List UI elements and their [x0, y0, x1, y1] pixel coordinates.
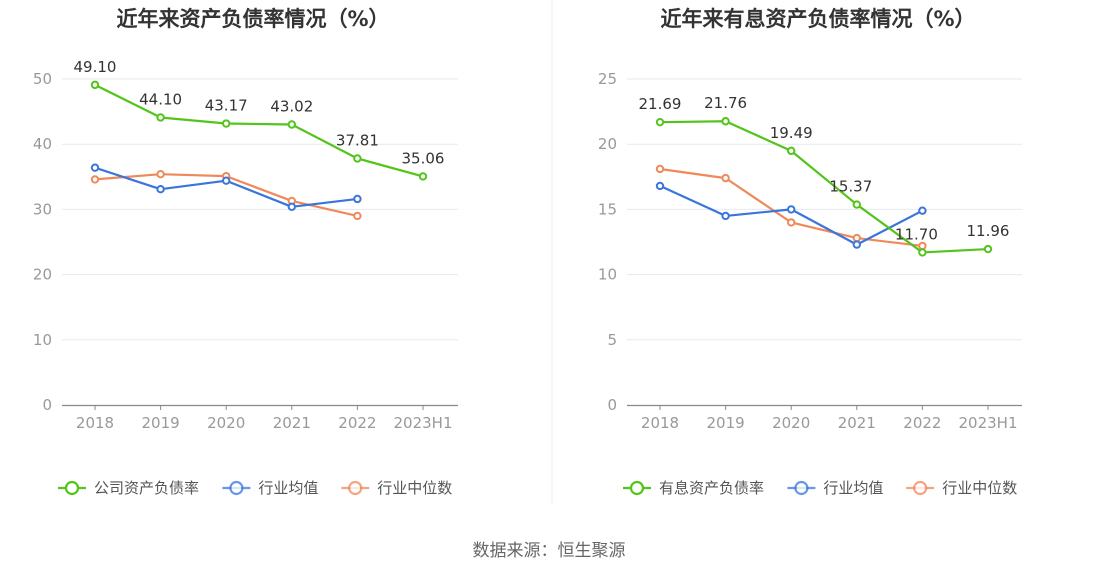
right-chart-panel: 近年来有息资产负债率情况（%） 0 5 10 15 20 25 2018 2019 2020 202… — [598, 7, 1022, 497]
chart-title: 近年来有息资产负债率情况（%） — [660, 7, 975, 31]
y-tick-label: 10 — [598, 266, 617, 284]
y-tick-label: 20 — [598, 135, 617, 153]
data-point — [787, 205, 796, 214]
y-tick-label: 30 — [33, 200, 52, 218]
data-label: 35.06 — [402, 149, 445, 167]
chart-title: 近年来资产负债率情况（%） — [116, 7, 389, 31]
data-point — [353, 194, 362, 204]
data-label: 21.69 — [639, 95, 682, 113]
x-tick-label: 2020 — [207, 414, 245, 432]
data-point — [721, 211, 730, 221]
data-point — [852, 240, 861, 249]
data-point — [90, 163, 100, 172]
x-tick-label: 2022 — [903, 414, 941, 432]
legend-swatch-marker — [64, 480, 80, 496]
legend-swatch-marker — [629, 480, 645, 496]
legend-swatch-marker — [794, 480, 809, 496]
data-label: 44.10 — [139, 90, 182, 108]
series-line — [94, 83, 424, 178]
data-point — [222, 119, 231, 128]
data-point — [90, 80, 100, 90]
x-tick-label: 2023H1 — [959, 414, 1018, 432]
y-tick-label: 5 — [607, 331, 617, 349]
legend-swatch-marker — [913, 480, 928, 496]
data-point — [222, 176, 231, 185]
x-tick-label: 2021 — [838, 414, 876, 432]
data-point — [287, 120, 296, 129]
data-point — [918, 248, 927, 257]
data-label: 19.49 — [770, 124, 813, 142]
y-tick-label: 40 — [33, 135, 52, 153]
y-tick-label: 0 — [42, 396, 52, 414]
data-point — [156, 113, 165, 122]
x-tick-label: 2022 — [338, 414, 376, 432]
x-tick-label: 2021 — [273, 414, 311, 432]
data-point — [721, 117, 730, 126]
x-tick-label: 2020 — [772, 414, 810, 432]
data-label: 43.02 — [270, 98, 313, 116]
data-point — [787, 146, 796, 156]
x-tick-label: 2018 — [641, 414, 679, 432]
data-point — [918, 206, 927, 215]
series-line — [659, 120, 989, 254]
legend-label: 有息资产负债率 — [659, 479, 764, 497]
y-tick-label: 20 — [33, 266, 52, 284]
data-point — [156, 169, 165, 179]
data-point — [655, 181, 665, 191]
data-label: 11.70 — [895, 225, 938, 243]
data-point — [353, 211, 362, 221]
y-tick-label: 50 — [33, 70, 52, 88]
legend-swatch-marker — [229, 480, 244, 496]
data-label: 37.81 — [336, 131, 379, 149]
data-source-note: 数据来源：恒生聚源 — [473, 541, 626, 561]
legend-label: 行业均值 — [823, 479, 883, 497]
data-point — [655, 117, 665, 127]
x-tick-label: 2019 — [142, 414, 180, 432]
legend-label: 公司资产负债率 — [94, 479, 199, 497]
data-point — [852, 233, 861, 243]
series-line — [659, 184, 923, 246]
data-label: 15.37 — [829, 178, 872, 196]
legend-label: 行业均值 — [258, 479, 318, 497]
y-tick-label: 25 — [598, 70, 617, 88]
y-tick-label: 15 — [598, 200, 617, 218]
data-point — [721, 173, 730, 183]
data-point — [353, 154, 362, 163]
y-tick-label: 10 — [33, 331, 52, 349]
data-label: 49.10 — [74, 58, 117, 76]
data-point — [983, 244, 993, 254]
y-tick-label: 0 — [607, 396, 617, 414]
data-point — [655, 164, 665, 174]
data-label: 43.17 — [205, 97, 248, 115]
x-tick-label: 2018 — [76, 414, 114, 432]
left-chart-panel: 近年来资产负债率情况（%） 0 10 20 30 40 50 2018 2019 2020 2021… — [33, 7, 458, 497]
data-point — [287, 202, 296, 211]
data-point — [852, 200, 861, 209]
legend-swatch-marker — [348, 480, 363, 496]
legend-label: 行业中位数 — [942, 479, 1017, 497]
data-point — [90, 175, 100, 184]
legend-label: 行业中位数 — [377, 479, 452, 497]
data-point — [787, 218, 796, 227]
data-point — [918, 241, 927, 251]
data-point — [156, 184, 165, 194]
x-tick-label: 2023H1 — [394, 414, 453, 432]
data-label: 21.76 — [704, 94, 747, 112]
data-point — [418, 172, 428, 181]
x-tick-label: 2019 — [707, 414, 745, 432]
data-label: 11.96 — [967, 222, 1010, 240]
